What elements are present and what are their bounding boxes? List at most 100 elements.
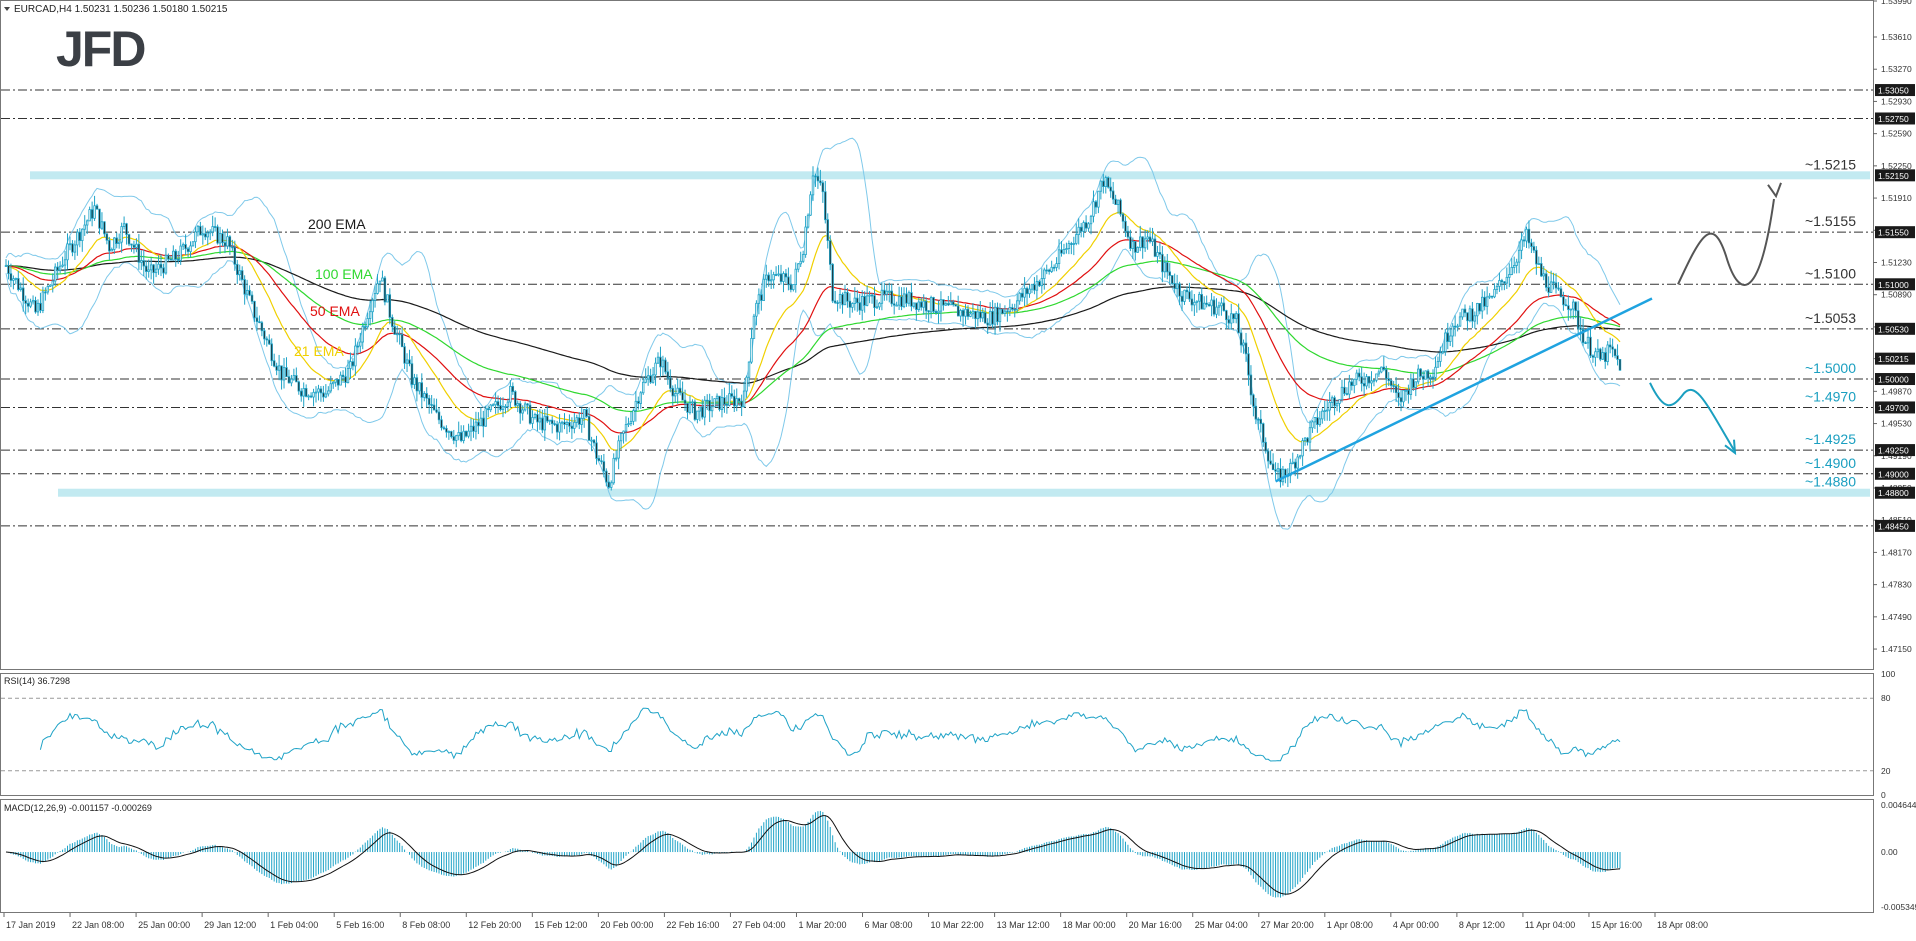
- candle-body: [848, 300, 852, 308]
- candle-body: [1604, 352, 1607, 362]
- candle-body: [1065, 248, 1068, 250]
- candle-body: [1451, 325, 1454, 337]
- ema-21-line: [5, 211, 1621, 452]
- candle-body: [1520, 239, 1523, 251]
- candle-body: [742, 390, 746, 408]
- candle-body: [966, 308, 970, 317]
- candle-body: [1579, 327, 1582, 330]
- candle-body: [745, 376, 748, 392]
- candle-body: [41, 291, 45, 311]
- candle-body: [430, 404, 433, 406]
- candle-body: [351, 361, 355, 367]
- candle-body: [821, 182, 825, 193]
- candle-body: [1407, 389, 1410, 395]
- candle-body: [327, 390, 330, 395]
- candle-body: [1082, 222, 1085, 232]
- candle-body: [174, 250, 177, 260]
- candle-body: [831, 263, 834, 302]
- candle-body: [1018, 292, 1021, 302]
- candle-body: [1397, 392, 1400, 399]
- candle-body: [888, 290, 891, 293]
- main-panel-frame: [0, 0, 1874, 670]
- ema-label: 100 EMA: [315, 266, 373, 282]
- candle-body: [1353, 378, 1356, 386]
- candle-body: [359, 341, 362, 347]
- candle-body: [223, 242, 227, 247]
- candle-body: [747, 361, 751, 378]
- candle-body: [917, 301, 920, 310]
- candle-body: [1449, 335, 1452, 342]
- candle-body: [1291, 461, 1294, 464]
- candle-body: [248, 289, 251, 296]
- candle-body: [425, 393, 428, 399]
- candle-body: [455, 435, 458, 441]
- candle-body: [651, 374, 655, 383]
- candle-body: [856, 297, 859, 304]
- candle-body: [912, 302, 916, 307]
- price-tick-label: 1.49870: [1881, 386, 1912, 396]
- candle-body: [26, 302, 30, 307]
- candle-body: [614, 457, 618, 460]
- candle-body: [907, 292, 911, 304]
- collapse-triangle-icon[interactable]: [4, 7, 10, 11]
- bollinger-lower-band: [5, 248, 1621, 530]
- candle-body: [838, 294, 842, 304]
- candle-body: [1254, 405, 1258, 420]
- candle-body: [536, 414, 539, 423]
- candle-body: [68, 243, 72, 246]
- candle-body: [1193, 301, 1196, 306]
- candle-body: [1146, 236, 1149, 240]
- price-box: [1875, 169, 1915, 182]
- candle-body: [1252, 394, 1255, 407]
- candle-body: [765, 274, 768, 280]
- candle-body: [29, 301, 32, 307]
- candle-body: [496, 401, 500, 406]
- candle-body: [130, 243, 133, 246]
- candle-body: [693, 401, 697, 420]
- price-box: [1875, 226, 1915, 239]
- candle-body: [467, 430, 470, 437]
- candle-body: [681, 392, 684, 401]
- candle-body: [932, 297, 935, 312]
- candle-body: [415, 377, 419, 392]
- candle-body: [570, 425, 574, 429]
- candle-body: [236, 263, 239, 275]
- candle-body: [1316, 417, 1319, 425]
- level-annotation-label: ~1.4970: [1805, 388, 1856, 404]
- candle-body: [413, 377, 416, 385]
- candle-body: [701, 406, 704, 418]
- candle-body: [752, 315, 756, 339]
- candle-body: [494, 401, 497, 406]
- candle-body: [521, 409, 524, 414]
- candle-body: [1276, 468, 1280, 472]
- candle-body: [1205, 302, 1208, 305]
- candle-body: [7, 265, 10, 275]
- candle-body: [231, 246, 234, 249]
- level-annotation-label: ~1.5100: [1805, 265, 1856, 281]
- candle-body: [245, 289, 249, 295]
- candle-body: [523, 403, 527, 411]
- candle-body: [1537, 263, 1541, 265]
- candle-body: [1478, 303, 1481, 312]
- candle-body: [255, 317, 259, 323]
- candle-body: [541, 417, 544, 431]
- candle-body: [575, 417, 579, 423]
- candle-body: [1163, 262, 1167, 273]
- candle-body: [1102, 180, 1105, 187]
- candle-body: [1129, 236, 1132, 249]
- candle-body: [487, 408, 490, 411]
- candle-body: [1471, 308, 1474, 322]
- candle-body: [1180, 295, 1184, 302]
- candle-body: [307, 395, 310, 398]
- candle-body: [833, 300, 837, 303]
- candle-body: [1503, 281, 1506, 284]
- candle-body: [590, 439, 593, 442]
- candle-body: [381, 277, 384, 282]
- candle-body: [366, 318, 369, 328]
- candle-body: [733, 395, 736, 407]
- candle-body: [986, 322, 989, 326]
- candle-body: [686, 403, 689, 413]
- time-tick-label: 10 Mar 22:00: [931, 920, 984, 930]
- candle-body: [391, 316, 394, 327]
